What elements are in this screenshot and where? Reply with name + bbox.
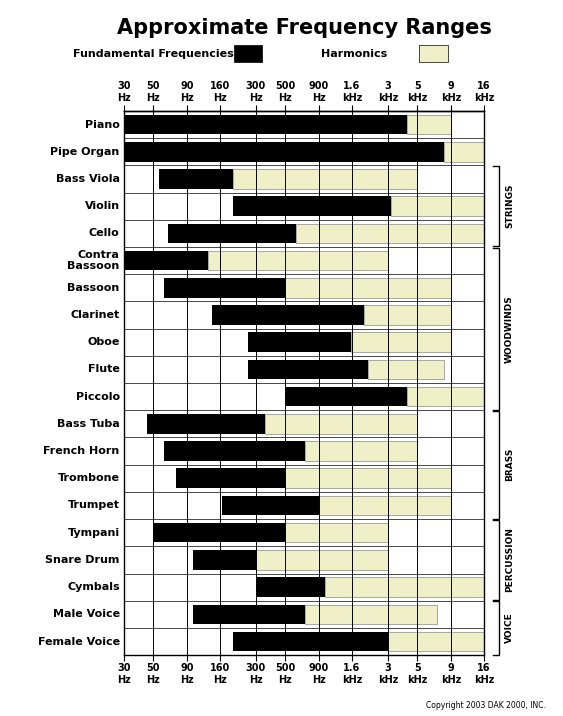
Text: PERCUSSION: PERCUSSION: [505, 528, 514, 592]
Bar: [368, 359, 444, 379]
Bar: [408, 387, 484, 407]
Bar: [193, 550, 256, 570]
Bar: [248, 332, 351, 352]
Text: Harmonics: Harmonics: [321, 49, 387, 59]
Bar: [285, 468, 451, 488]
Bar: [124, 251, 208, 271]
Bar: [208, 251, 388, 271]
Bar: [164, 278, 285, 298]
Bar: [212, 305, 364, 325]
Bar: [147, 414, 265, 434]
Bar: [193, 604, 305, 624]
Text: Approximate Frequency Ranges: Approximate Frequency Ranges: [117, 18, 491, 38]
Bar: [325, 577, 484, 597]
Bar: [248, 359, 368, 379]
Text: BRASS: BRASS: [505, 448, 514, 481]
Bar: [222, 495, 319, 516]
Bar: [256, 550, 388, 570]
Bar: [388, 632, 484, 652]
Bar: [391, 196, 484, 216]
Bar: [305, 441, 417, 461]
Bar: [407, 115, 451, 135]
Bar: [124, 115, 407, 135]
Text: STRINGS: STRINGS: [505, 184, 514, 228]
Bar: [285, 278, 451, 298]
Bar: [233, 169, 417, 189]
Bar: [168, 223, 296, 243]
Bar: [285, 387, 408, 407]
Bar: [364, 305, 451, 325]
Bar: [296, 223, 484, 243]
Bar: [444, 142, 484, 162]
Bar: [305, 604, 437, 624]
Text: WOODWINDS: WOODWINDS: [505, 295, 514, 362]
Bar: [233, 196, 391, 216]
Text: Fundamental Frequencies: Fundamental Frequencies: [73, 49, 234, 59]
Bar: [351, 332, 451, 352]
Bar: [176, 468, 285, 488]
Bar: [285, 523, 388, 543]
Bar: [159, 169, 233, 189]
Bar: [265, 414, 417, 434]
Bar: [256, 577, 325, 597]
Bar: [319, 495, 451, 516]
Bar: [101, 142, 444, 162]
Bar: [233, 632, 388, 652]
Bar: [153, 523, 285, 543]
Bar: [164, 441, 305, 461]
Text: VOICE: VOICE: [505, 613, 514, 643]
Text: Copyright 2003 DAK 2000, INC.: Copyright 2003 DAK 2000, INC.: [426, 701, 546, 710]
